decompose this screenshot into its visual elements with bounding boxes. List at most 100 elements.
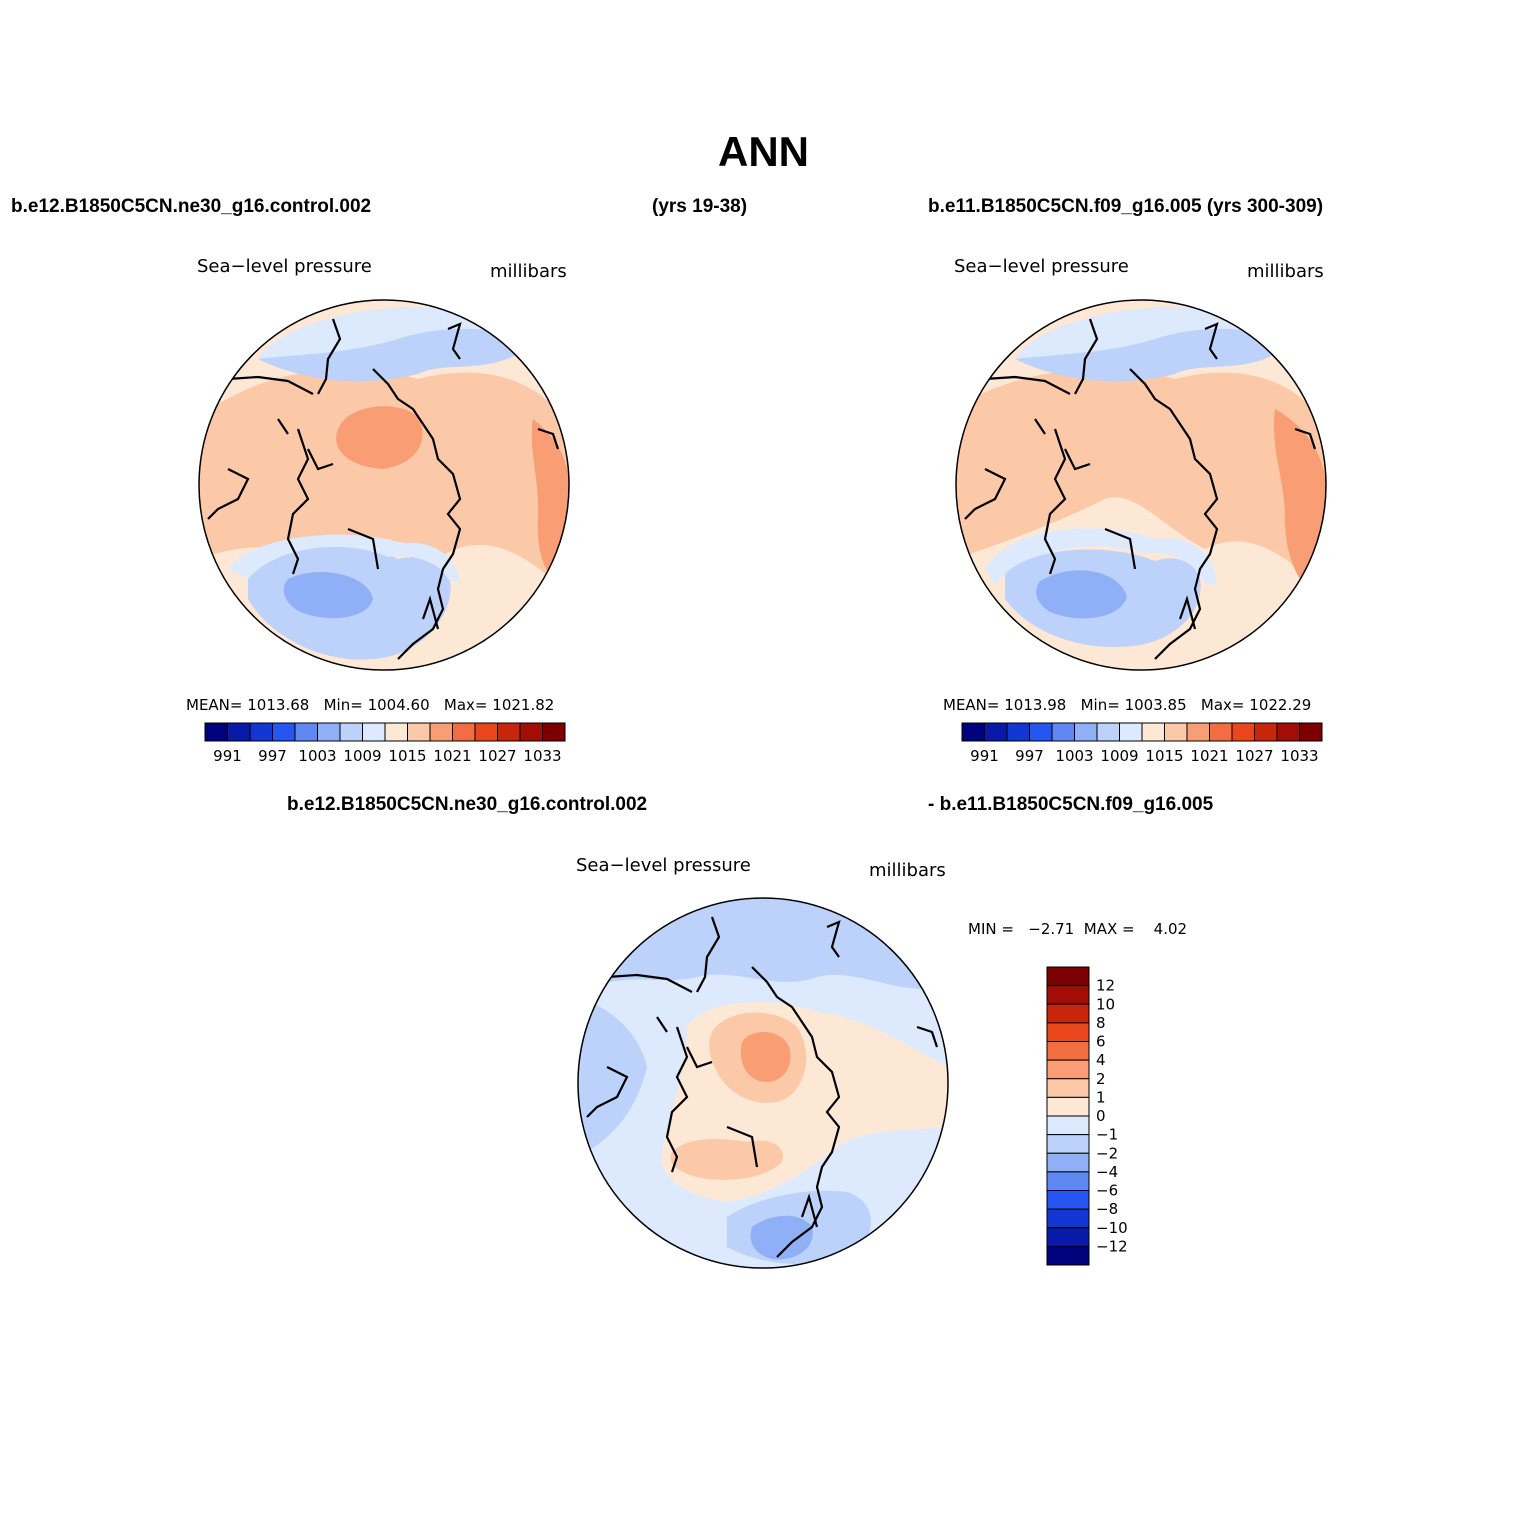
colorbar-box [1164,722,1188,742]
colorbar-box [339,722,363,742]
min-value: 1004.60 [367,696,430,714]
mean-value: 1013.68 [247,696,310,714]
field-high-center [740,1031,791,1082]
colorbar-tick-label: −12 [1096,1237,1128,1255]
colorbar-tick-label: 0 [1096,1107,1106,1125]
colorbar-box [1046,985,1090,1005]
panel1-map [198,299,570,671]
diff-left-name: b.e12.B1850C5CN.ne30_g16.control.002 [287,794,648,815]
colorbar-box [1096,722,1120,742]
case1-years: (yrs 19-38) [652,196,748,217]
colorbar-box [1051,722,1075,742]
colorbar-tick-label: 1009 [343,747,381,765]
colorbar-box [1046,1096,1090,1117]
panel3-stats: MIN = −2.71 MAX = 4.02 [968,920,1187,938]
colorbar-tick-label: 1015 [1145,747,1183,765]
colorbar-tick-label: −6 [1096,1182,1118,1200]
colorbar-tick-label: 6 [1096,1033,1106,1051]
coastlines [207,318,560,660]
colorbar-tick-label: 8 [1096,1014,1106,1032]
colorbar-tick-label: 1009 [1100,747,1138,765]
panel2-stats: MEAN= 1013.98 Min= 1003.85 Max= 1022.29 [943,696,1311,714]
colorbar-box [272,722,296,742]
colorbar-box [961,722,985,742]
colorbar-box [1186,722,1210,742]
field-lightneg-atlantic [985,528,1217,584]
colorbar-box [384,722,408,742]
colorbar-box [1046,1022,1090,1042]
colorbar-box [294,722,318,742]
colorbar-box [452,722,476,742]
colorbar-box [407,722,431,742]
min-value: −2.71 [1028,920,1075,938]
colorbar-box [519,722,543,742]
coastlines [964,318,1317,660]
colorbar-box [204,722,228,742]
colorbar-tick-label: −2 [1096,1144,1118,1162]
colorbar-box [227,722,251,742]
colorbar-tick-label: −1 [1096,1126,1118,1144]
colorbar-tick-label: 997 [258,747,287,765]
colorbar-tick-label: 991 [213,747,242,765]
colorbar-tick-label: 1 [1096,1088,1106,1106]
min-label: Min= [1080,696,1120,714]
colorbar-box [474,722,498,742]
panel1-units: millibars [490,261,567,282]
panel2-colorbar: 991 997 1003 1009 1015 1021 1027 1033 [961,722,1323,765]
panel1-variable: Sea−level pressure [197,256,372,277]
max-value: 1021.82 [492,696,555,714]
colorbar-tick-label: 1021 [433,747,471,765]
colorbar-box [1209,722,1233,742]
colorbar-box [1046,1059,1090,1080]
colorbar-box [362,722,386,742]
diff-right-name: - b.e11.B1850C5CN.f09_g16.005 [928,794,1214,815]
coastlines [586,916,939,1258]
colorbar-tick-label: −8 [1096,1200,1118,1218]
colorbar-box [1119,722,1143,742]
field-deepneg-atlantic [1036,570,1127,619]
max-label: MAX = [1083,920,1135,938]
min-value: 1003.85 [1124,696,1187,714]
field-neg-west [578,997,647,1157]
max-label: Max= [443,696,488,714]
colorbar-box [1254,722,1278,742]
panel2-map [955,299,1327,671]
colorbar-box [542,722,566,742]
colorbar-box [1046,1245,1090,1266]
panel3-units: millibars [869,860,946,881]
mean-label: MEAN= [186,696,243,714]
colorbar-box [1046,1190,1090,1210]
field-pos [956,369,1326,599]
colorbar-box [317,722,341,742]
colorbar-box [1029,722,1053,742]
colorbar-tick-label: 1027 [478,747,516,765]
colorbar-box [497,722,521,742]
mean-label: MEAN= [943,696,1000,714]
field-deepneg-atlantic [283,571,373,619]
panel1-colorbar: 991 997 1003 1009 1015 1021 1027 1033 [204,722,566,765]
max-value: 1022.29 [1249,696,1312,714]
colorbar-box [1046,1115,1090,1136]
diff-map [577,897,949,1269]
colorbar-box [1231,722,1255,742]
colorbar-box [1046,1078,1090,1098]
case1-name: b.e12.B1850C5CN.ne30_g16.control.002 [11,196,372,217]
panel2-variable: Sea−level pressure [954,256,1129,277]
colorbar-tick-label: 1033 [1280,747,1318,765]
colorbar-box [1046,1134,1090,1154]
max-label: Max= [1200,696,1245,714]
colorbar-box [1046,1152,1090,1173]
field-lightneg-atlantic [228,534,460,584]
colorbar-box [429,722,453,742]
colorbar-tick-label: 1003 [298,747,336,765]
colorbar-tick-label: −4 [1096,1163,1118,1181]
colorbar-box [1299,722,1323,742]
colorbar-tick-label: 4 [1096,1051,1106,1069]
colorbar-box [984,722,1008,742]
colorbar-tick-label: 2 [1096,1070,1106,1088]
colorbar-tick-label: 1027 [1235,747,1273,765]
max-value: 4.02 [1153,920,1188,938]
colorbar-tick-label: 997 [1015,747,1044,765]
panel2-units: millibars [1247,261,1324,282]
